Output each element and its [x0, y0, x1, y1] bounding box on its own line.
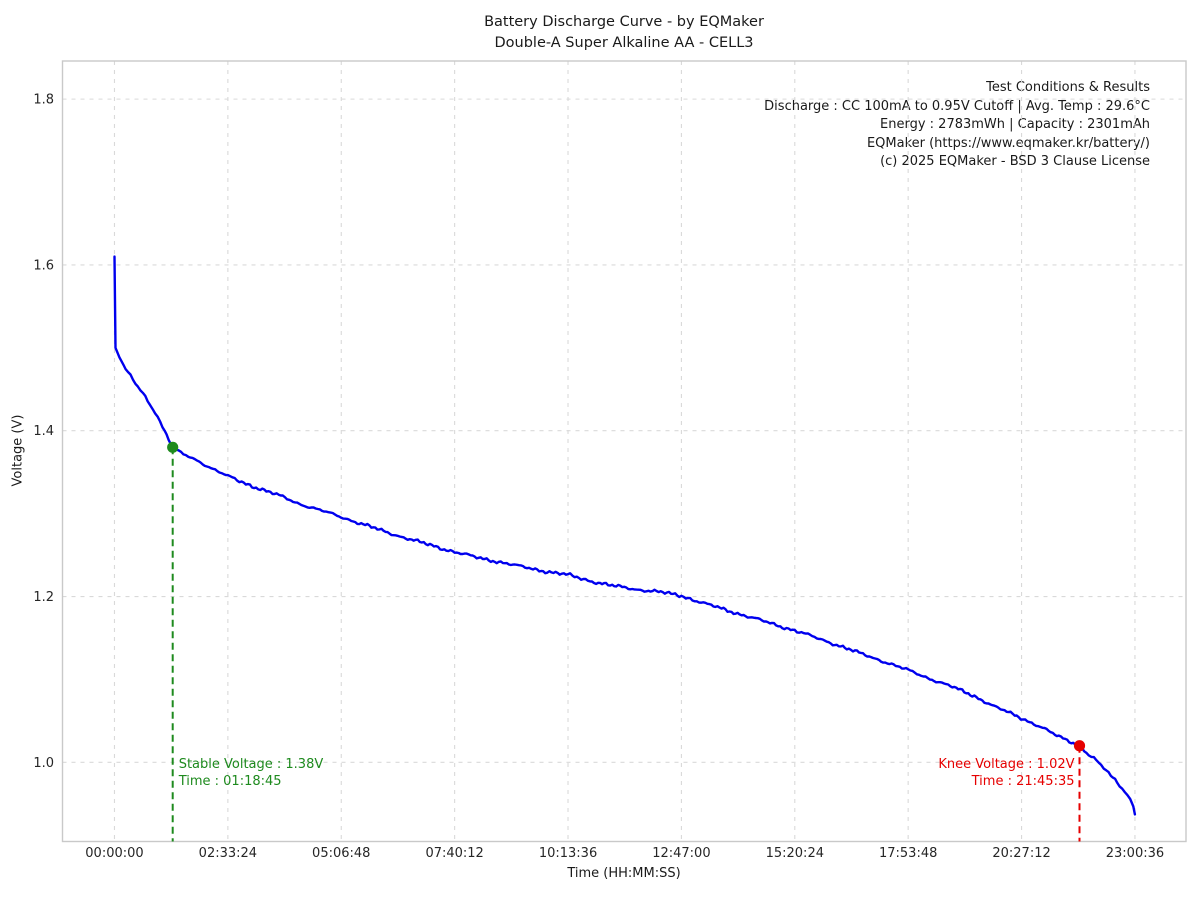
grid-group — [62, 61, 1186, 842]
chart-title-line2: Double-A Super Alkaline AA - CELL3 — [494, 35, 754, 51]
info-line-discharge: Discharge : CC 100mA to 0.95V Cutoff | A… — [764, 98, 1150, 114]
stable-voltage-marker-label-line1: Stable Voltage : 1.38V — [179, 757, 324, 772]
info-line-heading: Test Conditions & Results — [986, 80, 1150, 95]
x-tick-label: 23:00:36 — [1106, 846, 1164, 861]
y-tick-label: 1.0 — [33, 756, 54, 771]
discharge-curve — [113, 255, 1137, 816]
x-tick-label: 00:00:00 — [85, 846, 143, 861]
stable-voltage-marker-dot — [167, 441, 179, 453]
x-tick-label: 20:27:12 — [992, 846, 1050, 861]
info-line-license: (c) 2025 EQMaker - BSD 3 Clause License — [880, 154, 1150, 170]
y-axis-label: Voltage (V) — [10, 414, 26, 487]
x-tick-label: 12:47:00 — [652, 846, 710, 861]
x-tick-label: 15:20:24 — [766, 846, 824, 861]
chart-title: Battery Discharge Curve - by EQMaker Dou… — [62, 12, 1186, 54]
x-axis-label: Time (HH:MM:SS) — [567, 866, 681, 881]
chart-title-line1: Battery Discharge Curve - by EQMaker — [484, 14, 764, 30]
knee-voltage-marker-label-line1: Knee Voltage : 1.02V — [938, 757, 1074, 772]
x-tick-label: 17:53:48 — [879, 846, 937, 861]
x-tick-label: 07:40:12 — [425, 846, 483, 861]
info-line-energy: Energy : 2783mWh | Capacity : 2301mAh — [880, 117, 1150, 133]
stable-voltage-marker-label-line2: Time : 01:18:45 — [178, 774, 282, 789]
y-tick-label: 1.4 — [33, 424, 54, 439]
test-conditions-block: Test Conditions & Results Discharge : CC… — [764, 79, 1150, 172]
x-tick-label: 02:33:24 — [199, 846, 257, 861]
y-tick-label: 1.6 — [33, 258, 54, 273]
x-tick-label: 10:13:36 — [539, 846, 597, 861]
y-tick-label: 1.8 — [33, 93, 54, 108]
info-line-url: EQMaker (https://www.eqmaker.kr/battery/… — [866, 135, 1150, 151]
knee-voltage-marker-dot — [1073, 740, 1086, 752]
plot-frame — [61, 60, 1187, 843]
y-tick-label: 1.2 — [33, 590, 54, 605]
knee-voltage-marker-label-line2: Time : 21:45:35 — [971, 774, 1075, 789]
x-tick-label: 05:06:48 — [312, 846, 370, 861]
